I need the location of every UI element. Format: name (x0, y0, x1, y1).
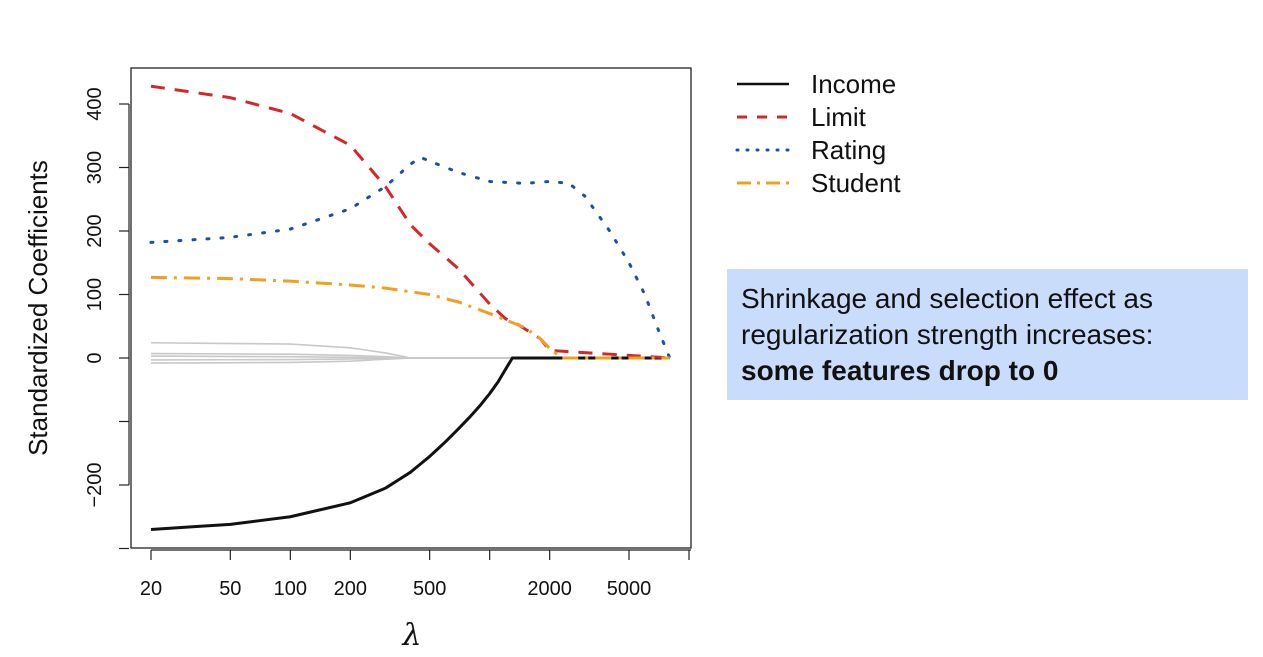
x-tick-label-50: 50 (219, 578, 241, 600)
series-limit-line (150, 84, 670, 360)
x-tick-label-100: 100 (274, 578, 307, 600)
y-tick-label-100: 100 (84, 278, 106, 311)
x-tick-label-20: 20 (140, 578, 162, 600)
x-tick-label-500: 500 (413, 578, 446, 600)
series-income-line (150, 356, 670, 531)
x-tick-label-2000: 2000 (527, 578, 572, 600)
y-tick-label-400: 400 (84, 87, 106, 120)
x-tick-label-5000: 5000 (607, 578, 652, 600)
series-student-line (150, 275, 670, 360)
legend-label-limit: Limit (811, 102, 867, 132)
y-tick-label-200: 200 (84, 214, 106, 247)
y-tick-label-300: 300 (84, 151, 106, 184)
x-axis-title: λ (401, 618, 421, 653)
y-axis-title: Standardized Coefficients (23, 160, 53, 456)
legend-label-student: Student (811, 168, 901, 198)
x-tick-label-200: 200 (334, 578, 367, 600)
callout-box: Shrinkage and selection effect as regula… (727, 269, 1248, 400)
callout-line-2: regularization strength increases: (741, 319, 1154, 350)
callout-line-3: some features drop to 0 (741, 355, 1059, 386)
series-unlabeled-line-8 (150, 357, 670, 364)
legend-label-rating: Rating (811, 135, 886, 165)
callout-line-1: Shrinkage and selection effect as (741, 283, 1153, 314)
plot-frame (130, 67, 692, 549)
y-tick-label-0: 0 (84, 352, 106, 363)
series-rating-line (149, 155, 672, 360)
y-tick-label--200: −200 (84, 462, 106, 507)
legend-label-income: Income (811, 69, 896, 99)
